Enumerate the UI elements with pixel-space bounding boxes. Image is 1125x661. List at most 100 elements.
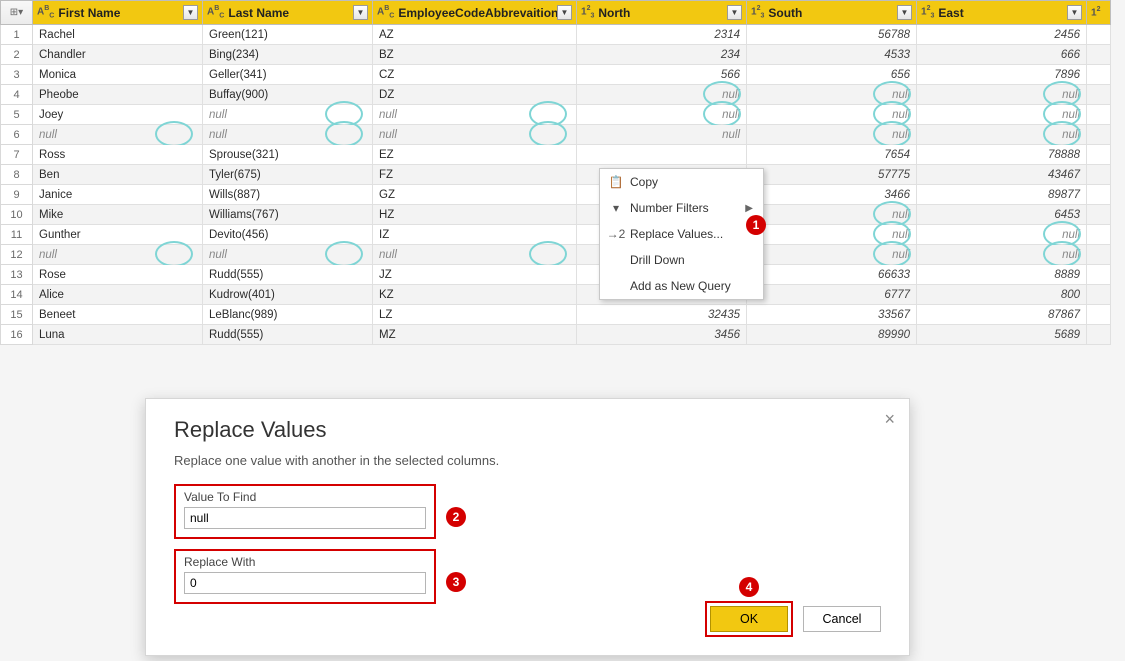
cell-west[interactable]	[1087, 105, 1111, 125]
filter-dropdown-icon[interactable]: ▼	[1067, 5, 1082, 20]
cell-code[interactable]: null	[373, 105, 577, 125]
row-number[interactable]: 16	[0, 325, 33, 345]
cell-first[interactable]: Joey	[33, 105, 203, 125]
cell-east[interactable]: 87867	[917, 305, 1087, 325]
cell-west[interactable]	[1087, 305, 1111, 325]
context-menu-item[interactable]: Drill Down	[600, 247, 763, 273]
replace-with-input[interactable]	[184, 572, 426, 594]
cell-north[interactable]: 566	[577, 65, 747, 85]
cell-code[interactable]: LZ	[373, 305, 577, 325]
cell-east[interactable]: null	[917, 85, 1087, 105]
cell-code[interactable]: GZ	[373, 185, 577, 205]
cell-code[interactable]: BZ	[373, 45, 577, 65]
column-header-code[interactable]: ABCEmployeeCodeAbbrevaition▼	[373, 0, 577, 25]
cell-code[interactable]: MZ	[373, 325, 577, 345]
cell-last[interactable]: Geller(341)	[203, 65, 373, 85]
cell-first[interactable]: Janice	[33, 185, 203, 205]
cell-south[interactable]: null	[747, 105, 917, 125]
cell-south[interactable]: 66633	[747, 265, 917, 285]
cell-south[interactable]: null	[747, 125, 917, 145]
cell-north[interactable]: 32435	[577, 305, 747, 325]
cell-last[interactable]: Sprouse(321)	[203, 145, 373, 165]
cell-south[interactable]: 6777	[747, 285, 917, 305]
cell-south[interactable]: null	[747, 245, 917, 265]
cell-west[interactable]	[1087, 225, 1111, 245]
cell-south[interactable]: 7654	[747, 145, 917, 165]
ok-button[interactable]: OK	[710, 606, 788, 632]
cell-east[interactable]: null	[917, 245, 1087, 265]
filter-dropdown-icon[interactable]: ▼	[183, 5, 198, 20]
cell-east[interactable]: 78888	[917, 145, 1087, 165]
cell-first[interactable]: Pheobe	[33, 85, 203, 105]
cell-west[interactable]	[1087, 185, 1111, 205]
cell-west[interactable]	[1087, 85, 1111, 105]
cell-east[interactable]: 8889	[917, 265, 1087, 285]
value-to-find-input[interactable]	[184, 507, 426, 529]
cell-first[interactable]: Alice	[33, 285, 203, 305]
column-header-west[interactable]: 12	[1087, 0, 1111, 25]
cell-north[interactable]: 2314	[577, 25, 747, 45]
cell-last[interactable]: Green(121)	[203, 25, 373, 45]
cell-east[interactable]: 89877	[917, 185, 1087, 205]
cell-last[interactable]: Wills(887)	[203, 185, 373, 205]
cell-east[interactable]: 2456	[917, 25, 1087, 45]
context-menu-item[interactable]: →2Replace Values...	[600, 221, 763, 247]
cell-first[interactable]: null	[33, 245, 203, 265]
cell-west[interactable]	[1087, 285, 1111, 305]
cell-east[interactable]: null	[917, 105, 1087, 125]
cell-east[interactable]: 6453	[917, 205, 1087, 225]
cell-last[interactable]: Kudrow(401)	[203, 285, 373, 305]
filter-dropdown-icon[interactable]: ▼	[557, 5, 572, 20]
cell-code[interactable]: AZ	[373, 25, 577, 45]
cell-north[interactable]	[577, 145, 747, 165]
cell-north[interactable]: 234	[577, 45, 747, 65]
row-number[interactable]: 10	[0, 205, 33, 225]
row-number[interactable]: 11	[0, 225, 33, 245]
row-number[interactable]: 15	[0, 305, 33, 325]
cell-code[interactable]: null	[373, 245, 577, 265]
row-number[interactable]: 12	[0, 245, 33, 265]
cell-first[interactable]: Rose	[33, 265, 203, 285]
cell-first[interactable]: Ross	[33, 145, 203, 165]
row-number[interactable]: 9	[0, 185, 33, 205]
row-number[interactable]: 7	[0, 145, 33, 165]
cell-last[interactable]: Rudd(555)	[203, 265, 373, 285]
cell-code[interactable]: CZ	[373, 65, 577, 85]
cell-last[interactable]: Rudd(555)	[203, 325, 373, 345]
cell-code[interactable]: KZ	[373, 285, 577, 305]
row-number[interactable]: 2	[0, 45, 33, 65]
cell-west[interactable]	[1087, 325, 1111, 345]
column-header-south[interactable]: 123South▼	[747, 0, 917, 25]
row-number[interactable]: 13	[0, 265, 33, 285]
row-number[interactable]: 3	[0, 65, 33, 85]
cell-west[interactable]	[1087, 165, 1111, 185]
context-menu-item[interactable]: ▾Number Filters▶	[600, 195, 763, 221]
select-all-corner[interactable]: ⊞▾	[0, 0, 33, 25]
cell-north[interactable]: null	[577, 85, 747, 105]
cell-first[interactable]: Rachel	[33, 25, 203, 45]
cell-south[interactable]: 89990	[747, 325, 917, 345]
column-header-north[interactable]: 123North▼	[577, 0, 747, 25]
cell-west[interactable]	[1087, 245, 1111, 265]
cell-north[interactable]: 3456	[577, 325, 747, 345]
cell-east[interactable]: 7896	[917, 65, 1087, 85]
cell-code[interactable]: FZ	[373, 165, 577, 185]
cell-east[interactable]: null	[917, 225, 1087, 245]
cell-south[interactable]: 33567	[747, 305, 917, 325]
cell-first[interactable]: null	[33, 125, 203, 145]
cell-last[interactable]: Williams(767)	[203, 205, 373, 225]
row-number[interactable]: 14	[0, 285, 33, 305]
context-menu-item[interactable]: Add as New Query	[600, 273, 763, 299]
cell-west[interactable]	[1087, 205, 1111, 225]
row-number[interactable]: 5	[0, 105, 33, 125]
cancel-button[interactable]: Cancel	[803, 606, 881, 632]
column-header-east[interactable]: 123East▼	[917, 0, 1087, 25]
row-number[interactable]: 4	[0, 85, 33, 105]
cell-last[interactable]: Buffay(900)	[203, 85, 373, 105]
cell-last[interactable]: null	[203, 105, 373, 125]
cell-south[interactable]: 4533	[747, 45, 917, 65]
cell-code[interactable]: EZ	[373, 145, 577, 165]
cell-west[interactable]	[1087, 65, 1111, 85]
cell-east[interactable]: 666	[917, 45, 1087, 65]
cell-last[interactable]: null	[203, 245, 373, 265]
